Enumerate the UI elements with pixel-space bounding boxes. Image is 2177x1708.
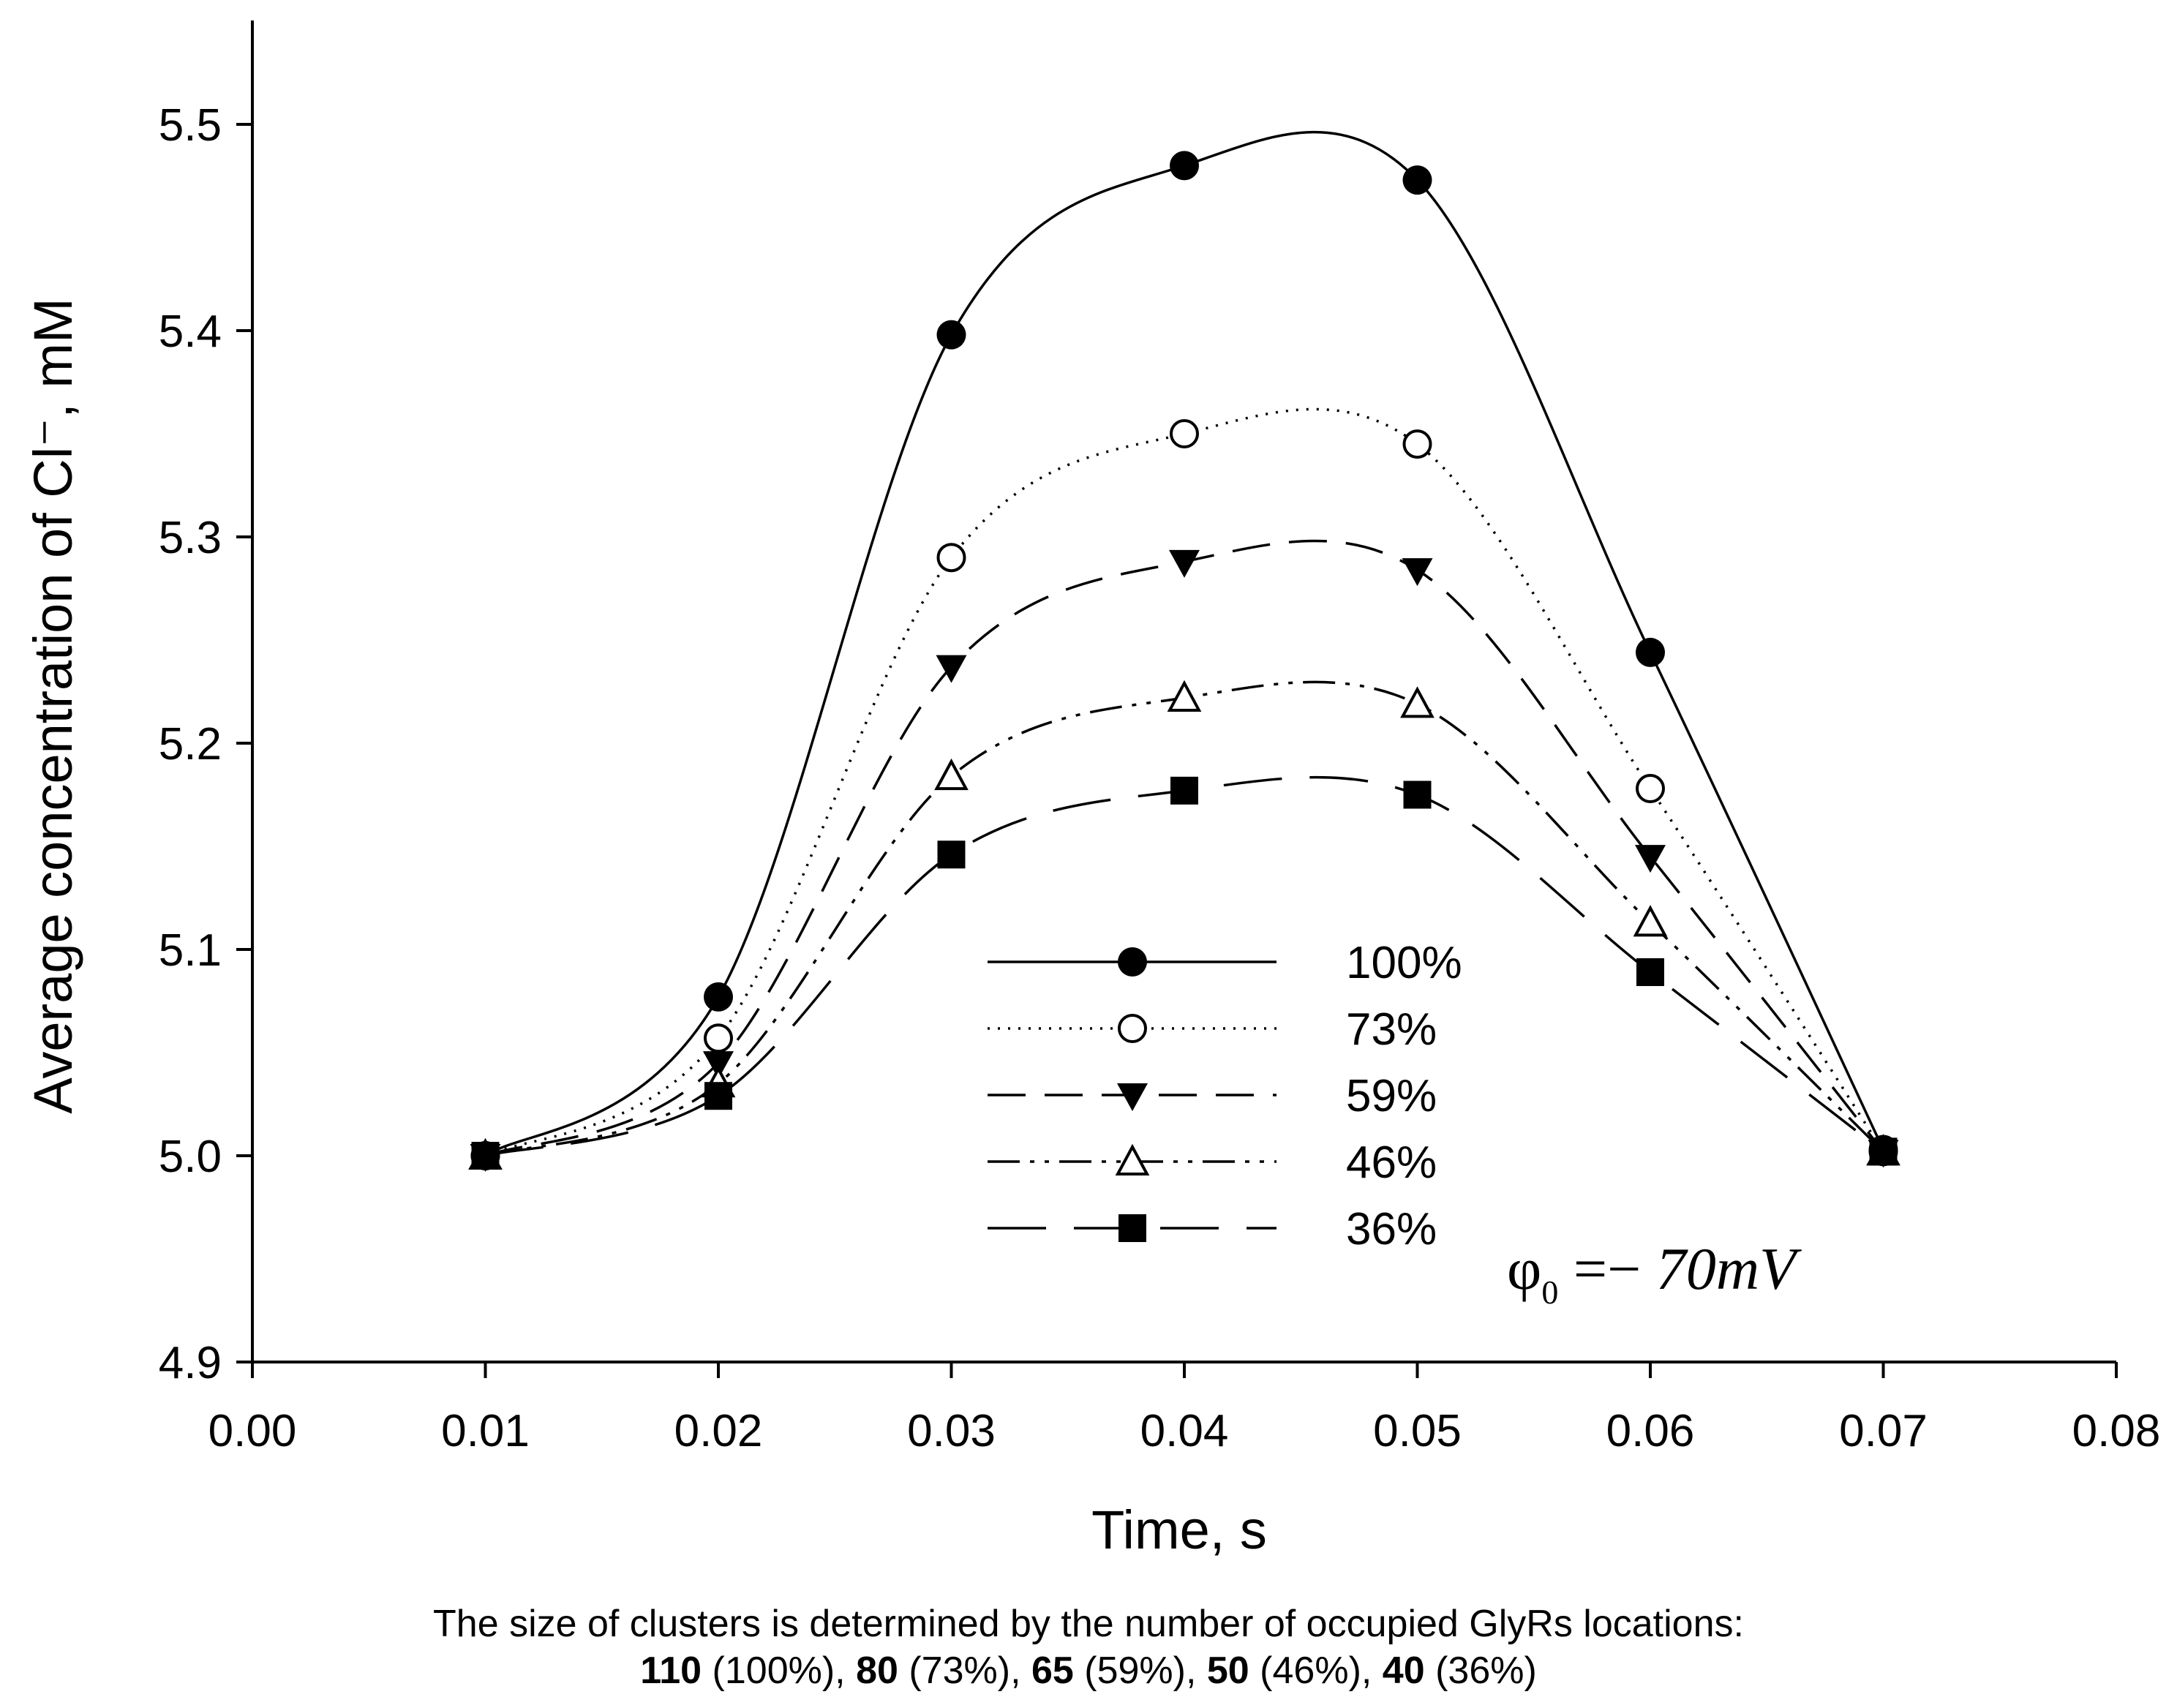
annotation-value: 70 bbox=[1656, 1235, 1716, 1302]
x-axis-ticks: 0.00 0.01 0.02 0.03 0.04 0.05 0.06 0.07 0.08 bbox=[208, 1362, 2161, 1456]
y-tick-label: 5.2 bbox=[159, 719, 222, 770]
legend-marker bbox=[1115, 1143, 1150, 1175]
series-59-pct bbox=[470, 539, 1899, 1172]
data-point bbox=[704, 982, 733, 1012]
caption-cluster-percent: (46%), bbox=[1249, 1649, 1383, 1692]
x-tick-label: 0.08 bbox=[2072, 1406, 2161, 1456]
data-point bbox=[1402, 165, 1432, 195]
x-tick-label: 0.03 bbox=[907, 1406, 996, 1456]
annotation-equals: =− bbox=[1558, 1235, 1656, 1302]
caption-line-1: The size of clusters is determined by th… bbox=[433, 1603, 1744, 1645]
annotation-subscript: 0 bbox=[1541, 1274, 1558, 1311]
data-point bbox=[704, 1023, 733, 1053]
data-point bbox=[936, 543, 966, 573]
data-point bbox=[1402, 558, 1433, 587]
data-point bbox=[1636, 774, 1665, 804]
legend-label: 73% bbox=[1346, 1004, 1437, 1055]
y-axis-title: Average concentration of Cl⁻, mM bbox=[23, 298, 83, 1113]
legend-marker bbox=[1118, 1214, 1146, 1242]
legend-item: 73% bbox=[988, 1004, 1437, 1055]
data-point bbox=[1636, 637, 1665, 667]
caption-cluster-size: 50 bbox=[1206, 1649, 1249, 1692]
data-point bbox=[1170, 151, 1199, 181]
y-tick-label: 4.9 bbox=[159, 1338, 222, 1388]
potential-annotation: φ0 =− 70mV bbox=[1507, 1235, 1802, 1311]
legend-item: 46% bbox=[988, 1137, 1437, 1188]
caption-line-2: 110 (100%), 80 (73%), 65 (59%), 50 (46%)… bbox=[0, 1647, 2177, 1694]
data-point bbox=[1869, 1137, 1898, 1166]
data-point bbox=[1636, 958, 1664, 987]
series-line bbox=[484, 680, 1884, 1157]
figure-caption: The size of clusters is determined by th… bbox=[0, 1600, 2177, 1694]
data-point bbox=[1633, 905, 1668, 937]
x-axis-title: Time, s bbox=[1091, 1500, 1267, 1560]
legend-marker bbox=[1117, 1083, 1148, 1111]
data-point bbox=[703, 1051, 734, 1080]
data-point bbox=[1170, 419, 1199, 448]
legend-label: 36% bbox=[1346, 1204, 1437, 1254]
data-point bbox=[937, 840, 966, 869]
legend-label: 100% bbox=[1346, 938, 1462, 988]
legend-item: 100% bbox=[988, 938, 1462, 988]
x-tick-label: 0.07 bbox=[1839, 1406, 1928, 1456]
data-point bbox=[1400, 686, 1435, 718]
data-point bbox=[1169, 549, 1200, 578]
caption-cluster-size: 65 bbox=[1031, 1649, 1074, 1692]
series-line bbox=[484, 130, 1885, 1157]
caption-cluster-percent: (59%), bbox=[1073, 1649, 1207, 1692]
y-axis-ticks: 4.9 5.0 5.1 5.2 5.3 5.4 5.5 bbox=[159, 100, 252, 1388]
x-tick-label: 0.06 bbox=[1606, 1406, 1695, 1456]
series-group bbox=[468, 130, 1900, 1172]
series-line bbox=[484, 539, 1884, 1157]
legend-marker bbox=[1118, 947, 1147, 977]
x-tick-label: 0.04 bbox=[1140, 1406, 1229, 1456]
series-36-pct bbox=[471, 775, 1898, 1170]
data-point bbox=[704, 1082, 732, 1110]
annotation-unit: mV bbox=[1716, 1235, 1802, 1302]
data-point bbox=[471, 1142, 500, 1170]
x-tick-label: 0.02 bbox=[674, 1406, 763, 1456]
y-tick-label: 5.0 bbox=[159, 1132, 222, 1182]
legend-item: 36% bbox=[988, 1204, 1437, 1254]
data-point bbox=[1170, 776, 1198, 805]
data-point bbox=[1635, 845, 1666, 873]
y-tick-label: 5.1 bbox=[159, 925, 222, 976]
caption-cluster-percent: (73%), bbox=[898, 1649, 1031, 1692]
y-tick-label: 5.4 bbox=[159, 306, 222, 357]
caption-cluster-percent: (100%), bbox=[702, 1649, 857, 1692]
caption-cluster-size: 80 bbox=[856, 1649, 898, 1692]
legend-marker bbox=[1118, 1014, 1147, 1043]
y-tick-label: 5.5 bbox=[159, 100, 222, 151]
data-point bbox=[934, 758, 969, 791]
legend: 100% 73% 59% 46% 36% bbox=[988, 938, 1462, 1254]
data-point bbox=[1402, 429, 1432, 459]
data-point bbox=[1403, 780, 1432, 809]
caption-cluster-size: 110 bbox=[640, 1649, 702, 1692]
x-tick-label: 0.05 bbox=[1373, 1406, 1462, 1456]
x-tick-label: 0.00 bbox=[208, 1406, 297, 1456]
legend-label: 46% bbox=[1346, 1137, 1437, 1188]
caption-cluster-size: 40 bbox=[1382, 1649, 1425, 1692]
legend-item: 59% bbox=[988, 1071, 1437, 1121]
y-tick-label: 5.3 bbox=[159, 513, 222, 563]
x-tick-label: 0.01 bbox=[441, 1406, 530, 1456]
annotation-symbol: φ bbox=[1507, 1235, 1541, 1302]
data-point bbox=[1167, 680, 1202, 712]
legend-label: 59% bbox=[1346, 1071, 1437, 1121]
series-100-pct bbox=[470, 130, 1898, 1170]
caption-cluster-percent: (36%) bbox=[1424, 1649, 1537, 1692]
data-point bbox=[936, 655, 967, 683]
data-point bbox=[936, 320, 966, 350]
